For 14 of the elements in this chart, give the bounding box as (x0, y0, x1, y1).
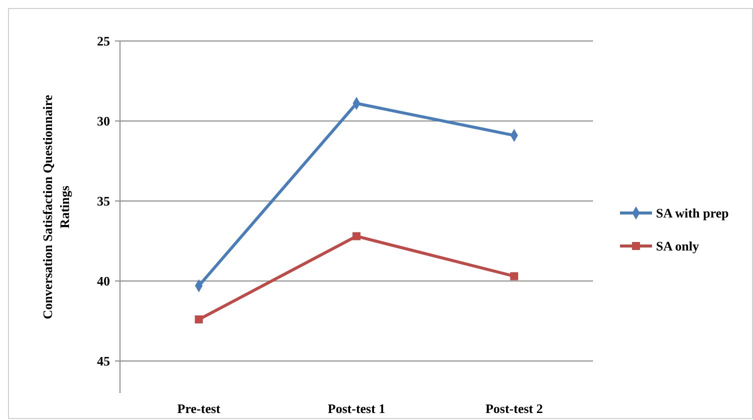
y-tick-label: 40 (97, 274, 110, 289)
point (510, 272, 518, 280)
x-tick-label: Pre-test (177, 401, 222, 416)
y-axis-title: Conversation Satisfaction Questionnaire Ratings (40, 94, 72, 320)
legend-label: SA only (656, 238, 700, 254)
y-tick-label: 30 (97, 114, 110, 129)
y-tick-label: 45 (97, 354, 110, 369)
legend-label: SA with prep (656, 206, 729, 221)
point (352, 232, 360, 240)
y-tick-label: 25 (97, 34, 110, 49)
x-tick-label: Post-test 1 (328, 401, 386, 416)
x-tick-label: Post-test 2 (485, 401, 543, 416)
point (194, 315, 203, 324)
y-tick-label: 35 (97, 194, 110, 209)
